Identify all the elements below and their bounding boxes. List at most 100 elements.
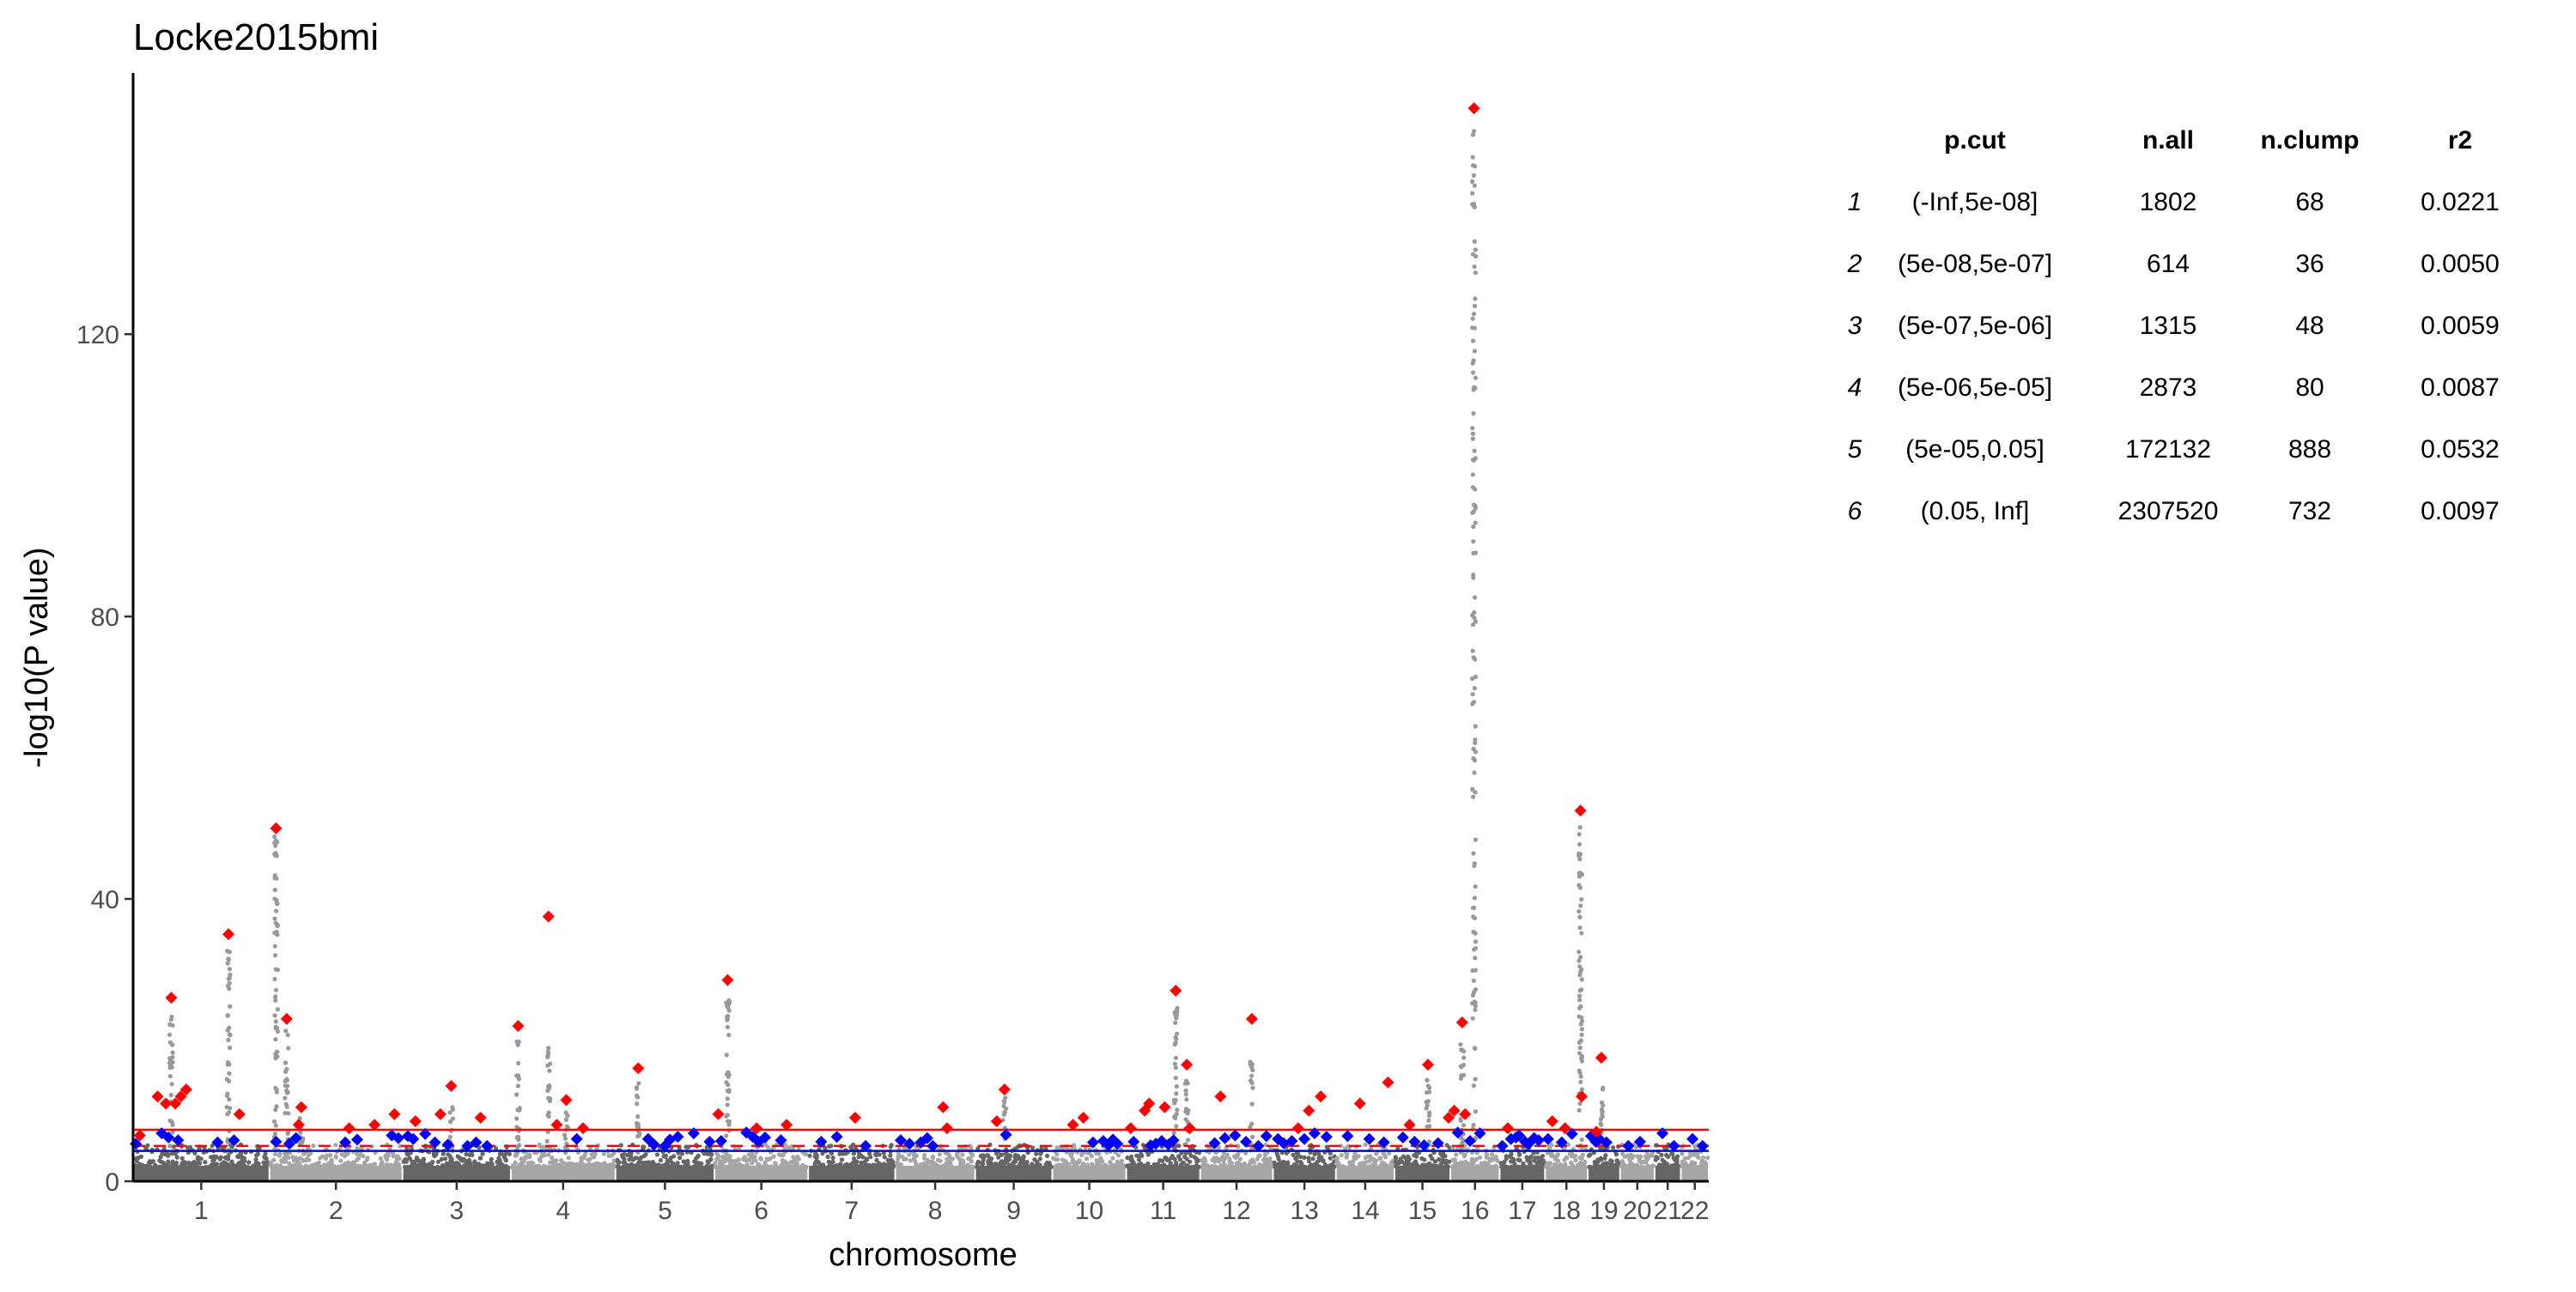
column-point [1579,931,1584,936]
snp-point [720,1164,725,1169]
snp-point [1673,1164,1678,1169]
snp-point [449,1164,455,1170]
snp-point [1363,1160,1368,1165]
snp-point [197,1146,202,1151]
table-row-index: 3 [1848,312,1862,340]
snp-point [1194,1159,1200,1164]
top-hit [1291,1122,1304,1135]
suggestive-hit [1600,1136,1613,1149]
snp-point [994,1151,999,1156]
column-point [1472,183,1477,188]
column-point [514,1135,519,1140]
snp-point [472,1159,477,1164]
snp-point [1645,1163,1650,1168]
suggestive-hit [1396,1131,1409,1143]
snp-point [161,1160,166,1165]
snp-point [229,1164,234,1170]
y-axis-label: -log10(P value) [19,547,55,767]
snp-point [629,1154,634,1159]
suggestive-hit [1408,1136,1421,1148]
snp-point [434,1152,439,1157]
column-point [725,1102,730,1107]
top-hit [941,1122,953,1135]
snp-point [1196,1164,1201,1170]
column-point [1579,1032,1584,1037]
snp-point [1025,1164,1031,1169]
snp-point [1284,1150,1289,1156]
column-point [1175,1107,1180,1113]
snp-point [1095,1164,1100,1169]
top-hit [1077,1112,1090,1124]
snp-point [625,1152,630,1158]
snp-point [807,1153,812,1158]
snp-point [663,1162,668,1168]
snp-point [1696,1155,1701,1160]
column-point [1470,1016,1475,1021]
snp-point [1038,1151,1043,1156]
top-hit [1558,1122,1571,1135]
column-point [1250,1134,1255,1139]
suggestive-hit [671,1131,684,1143]
top-hit [550,1119,563,1131]
snp-point [270,1164,276,1169]
snp-point [1571,1154,1577,1159]
snp-point [601,1164,606,1170]
suggestive-hit [289,1131,302,1144]
snp-point [158,1155,163,1160]
snp-point [146,1163,151,1168]
snp-point [1176,1143,1182,1149]
snp-point [907,1152,912,1157]
snp-point [1142,1163,1147,1168]
snp-point [1575,1164,1580,1170]
snp-point [758,1156,764,1162]
snp-point [829,1143,834,1149]
snp-point [1649,1164,1655,1169]
top-hit [1459,1107,1472,1120]
column-point [227,1078,232,1084]
column-point [1473,674,1479,680]
column-point [1471,539,1476,544]
snp-point [1115,1159,1120,1164]
snp-point [851,1156,857,1162]
snp-point [1316,1151,1321,1156]
column-point [1425,1077,1430,1083]
snp-point [1212,1159,1218,1164]
snp-point [1256,1154,1261,1159]
column-point [274,1089,279,1095]
column-point [1174,1012,1180,1018]
column-point [1473,253,1479,259]
column-point [1473,550,1478,555]
snp-point [276,1153,282,1158]
column-point [1473,619,1479,624]
snp-point [1666,1164,1671,1169]
column-point [1249,1073,1255,1078]
snp-point [1004,1156,1009,1161]
snp-point [1525,1157,1530,1163]
background-points [132,1142,1710,1181]
snp-point [634,1156,639,1161]
column-point [726,1008,732,1013]
suggestive-hit [1260,1130,1273,1143]
top-hit [165,992,178,1004]
snp-point [489,1162,495,1167]
table-row-index: 2 [1847,250,1862,278]
column-point [1577,1107,1582,1113]
snp-point [1147,1164,1152,1170]
snp-point [342,1154,348,1159]
suggestive-hit [999,1128,1012,1141]
snp-point [1201,1162,1206,1167]
column-point [1173,1034,1178,1040]
x-tick-label: 20 [1623,1197,1651,1225]
snp-point [1490,1164,1496,1169]
snp-point [900,1154,905,1160]
x-tick-label: 6 [754,1197,769,1225]
column-point [1472,686,1477,691]
column-point [516,1077,522,1082]
column-point [1472,203,1477,209]
suggestive-hit [481,1139,494,1152]
snp-point [611,1158,617,1163]
snp-point [735,1164,741,1169]
column-point [275,1007,280,1012]
column-point [1580,872,1585,877]
x-tick-label: 21 [1653,1197,1681,1225]
